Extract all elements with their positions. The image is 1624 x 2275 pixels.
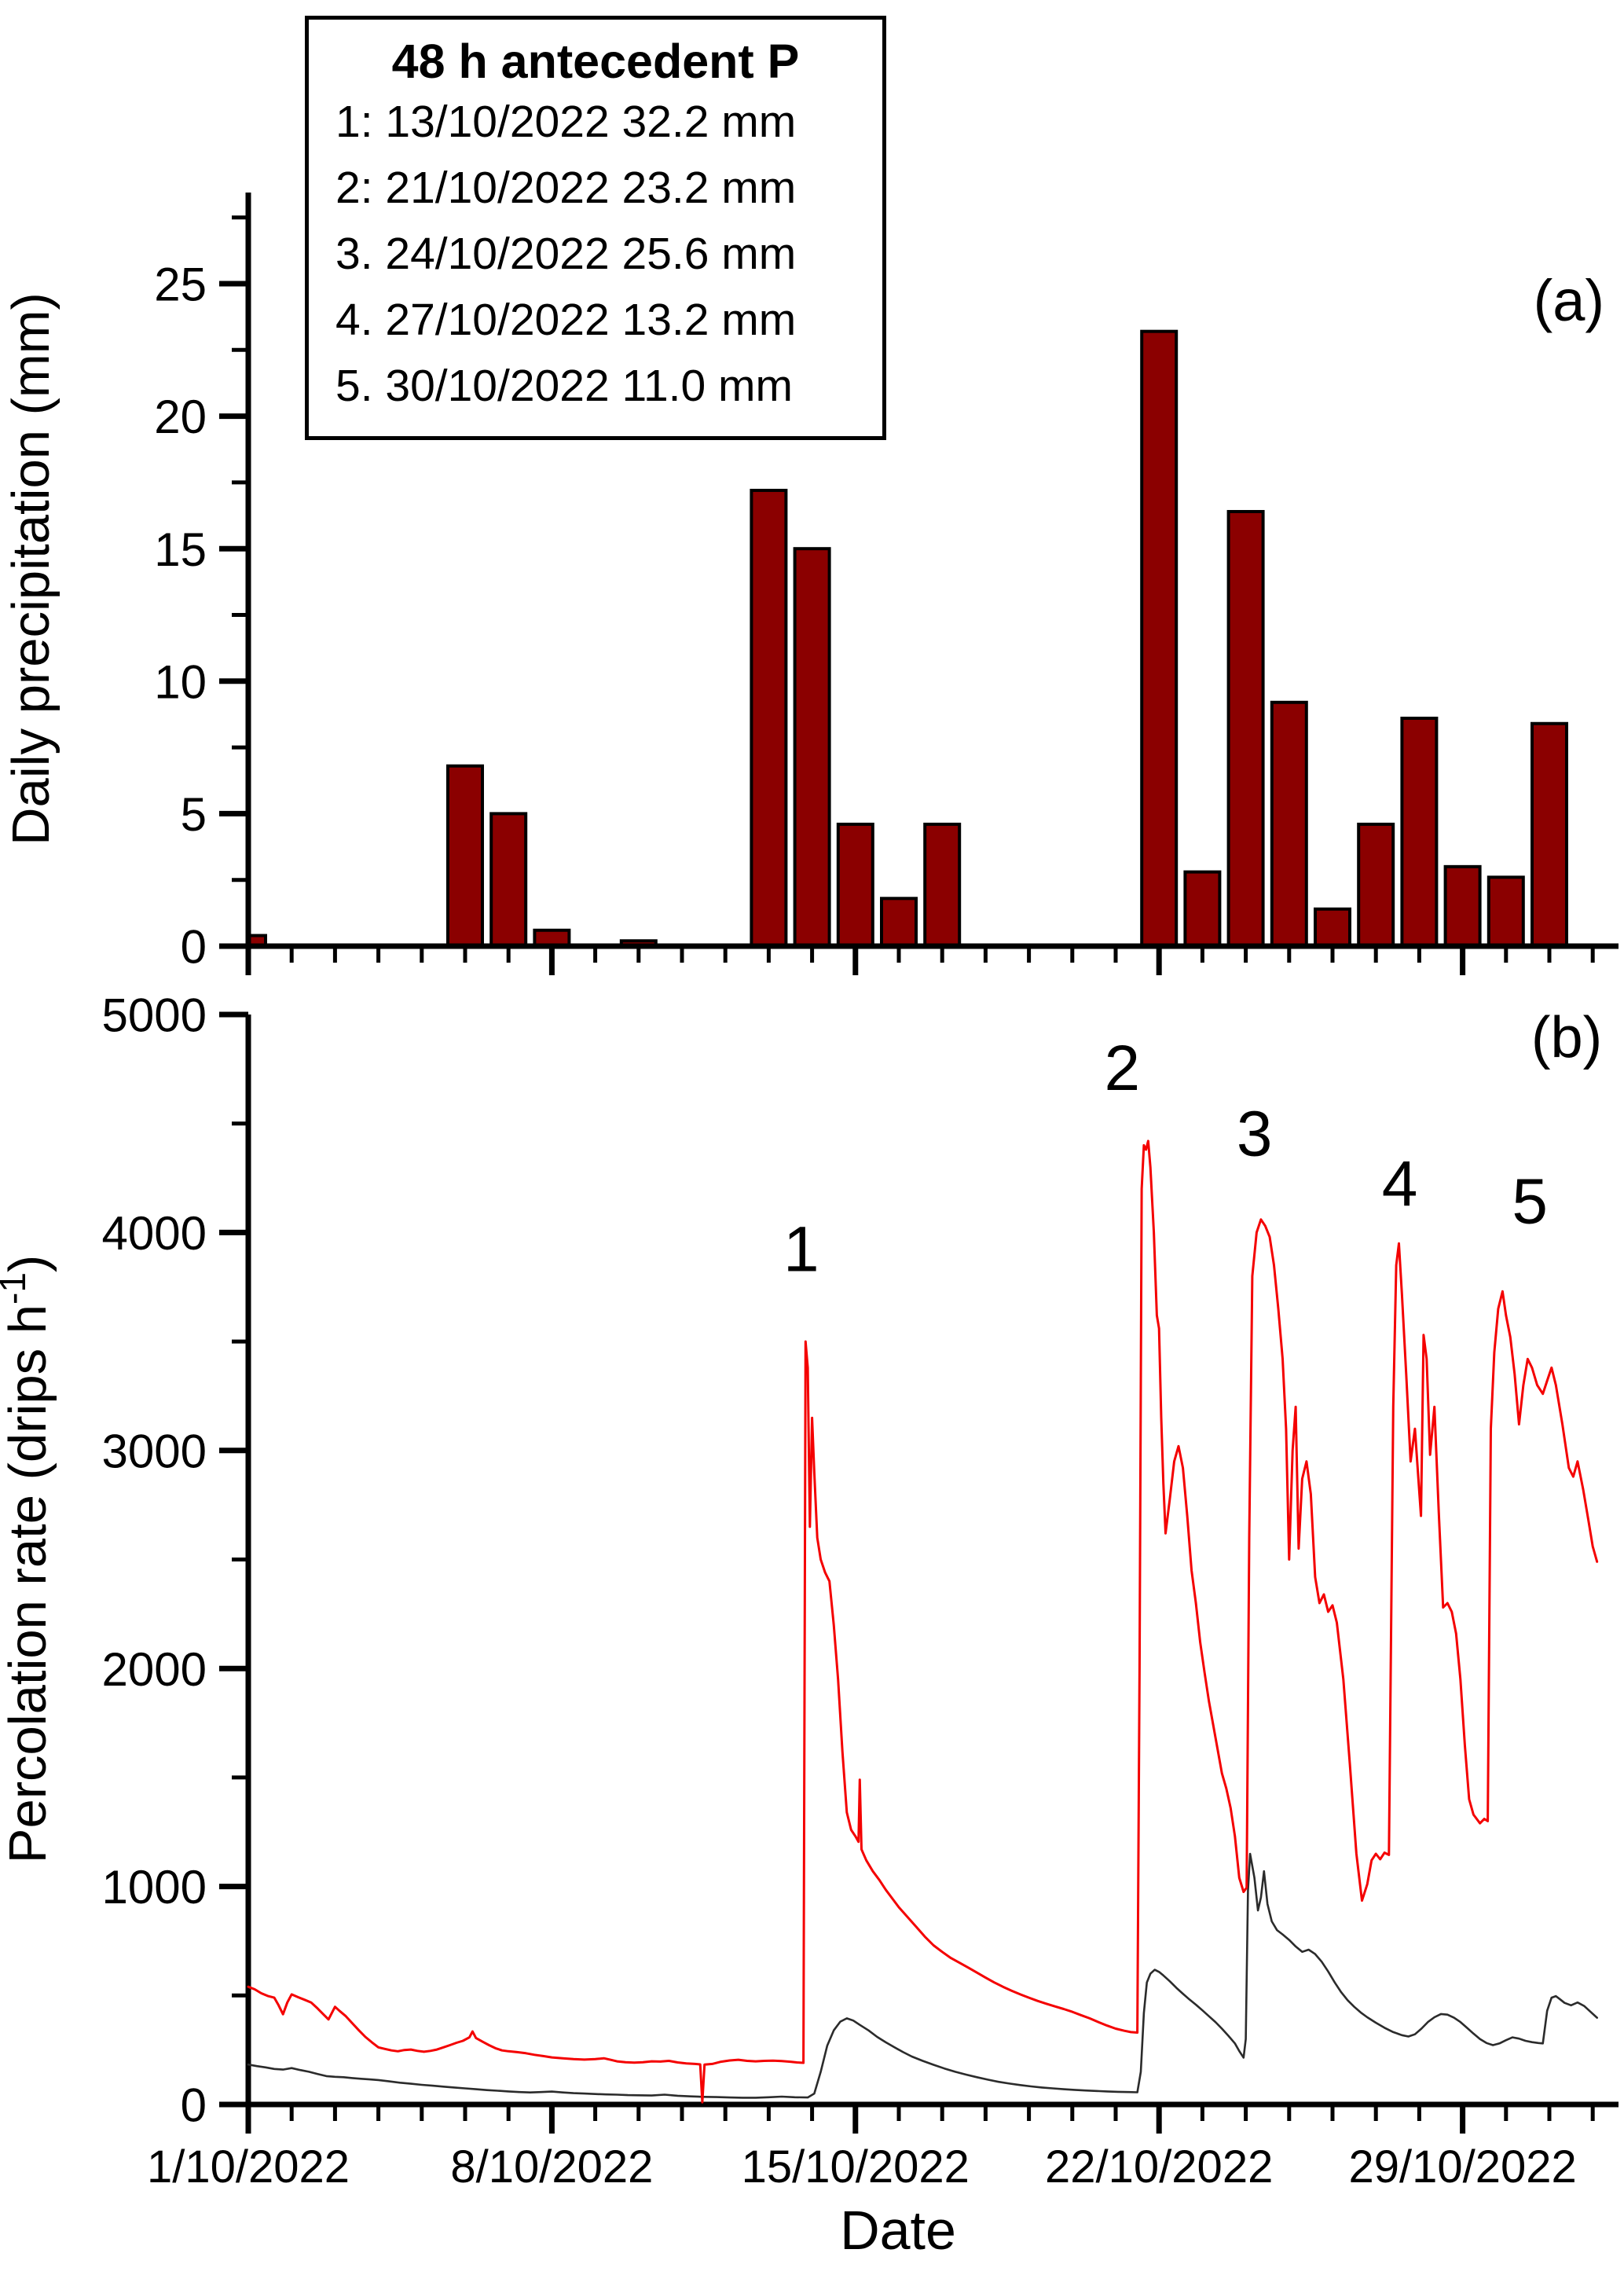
perc-y-axis-title: Percolation rate (drips h-1) <box>0 1255 57 1864</box>
legend-entry-3: 3. 24/10/2022 25.6 mm <box>335 229 797 279</box>
precip-bar <box>1140 329 1179 949</box>
red-series-line <box>247 1139 1599 2104</box>
event-label-5: 5 <box>1512 1165 1548 1237</box>
legend-entry-1: 1: 13/10/2022 32.2 mm <box>335 97 797 147</box>
precip-bar <box>793 547 831 948</box>
x-tick-label: 1/10/2022 <box>147 2141 350 2192</box>
event-label-3: 3 <box>1237 1098 1273 1169</box>
precip-bar <box>1314 907 1351 948</box>
precip-y-tick-label: 0 <box>181 921 207 974</box>
legend-title: 48 h antecedent P <box>391 35 800 88</box>
precip-bar <box>1531 721 1568 948</box>
event-label-2: 2 <box>1104 1033 1140 1104</box>
x-axis-title: Date <box>840 2200 956 2261</box>
precip-y-tick-label: 15 <box>154 523 207 576</box>
precip-bar <box>1270 700 1308 948</box>
precip-y-tick-label: 20 <box>154 391 207 443</box>
precip-bar <box>1226 509 1265 948</box>
precip-bar <box>489 812 528 949</box>
panel-a-label: (a) <box>1534 268 1604 333</box>
precip-y-tick-label: 10 <box>154 655 207 708</box>
x-tick-label: 8/10/2022 <box>450 2141 653 2192</box>
perc-y-tick-label: 3000 <box>102 1425 207 1477</box>
perc-y-tick-label: 2000 <box>102 1643 207 1696</box>
precip-x-axis <box>245 943 1619 975</box>
precip-y-axis-title: Daily precipitation (mm) <box>2 292 60 846</box>
precip-y-axis: 0 5 10 15 20 25 <box>154 193 251 974</box>
antecedent-precip-legend: 48 h antecedent P 1: 13/10/2022 32.2 mm … <box>305 16 886 440</box>
perc-y-axis: 0 1000 2000 3000 4000 5000 <box>102 989 251 2132</box>
precip-bar <box>836 822 874 948</box>
x-tick-label: 29/10/2022 <box>1348 2141 1576 2192</box>
perc-x-axis: 1/10/2022 8/10/2022 15/10/2022 22/10/2022 29… <box>147 2101 1619 2192</box>
precip-bar <box>1400 717 1439 948</box>
precip-bar <box>1183 870 1222 948</box>
event-label-1: 1 <box>783 1213 819 1285</box>
precip-y-tick-label: 25 <box>154 259 207 311</box>
event-label-4: 4 <box>1382 1148 1418 1220</box>
precip-bar <box>880 897 918 948</box>
precip-y-tick-label: 5 <box>181 788 207 841</box>
precip-bar <box>446 764 484 948</box>
perc-y-tick-label: 1000 <box>102 1861 207 1914</box>
precip-bar <box>923 822 962 948</box>
legend-entry-4: 4. 27/10/2022 13.2 mm <box>335 295 797 345</box>
precip-bars-group <box>248 329 1568 949</box>
black-series-line <box>247 1852 1598 2099</box>
legend-entry-5: 5. 30/10/2022 11.0 mm <box>335 361 793 411</box>
perc-y-tick-label: 4000 <box>102 1207 207 1260</box>
precip-bar <box>1443 864 1482 948</box>
legend-entry-2: 2: 21/10/2022 23.2 mm <box>335 163 797 213</box>
perc-y-tick-label: 5000 <box>102 989 207 1042</box>
precip-bar <box>750 489 788 948</box>
precip-bar <box>1487 875 1525 948</box>
x-tick-label: 22/10/2022 <box>1045 2141 1273 2192</box>
perc-y-tick-label: 0 <box>181 2079 207 2132</box>
panel-b-label: (b) <box>1531 1004 1602 1070</box>
x-tick-label: 15/10/2022 <box>742 2141 970 2192</box>
precip-bar <box>1357 822 1395 948</box>
